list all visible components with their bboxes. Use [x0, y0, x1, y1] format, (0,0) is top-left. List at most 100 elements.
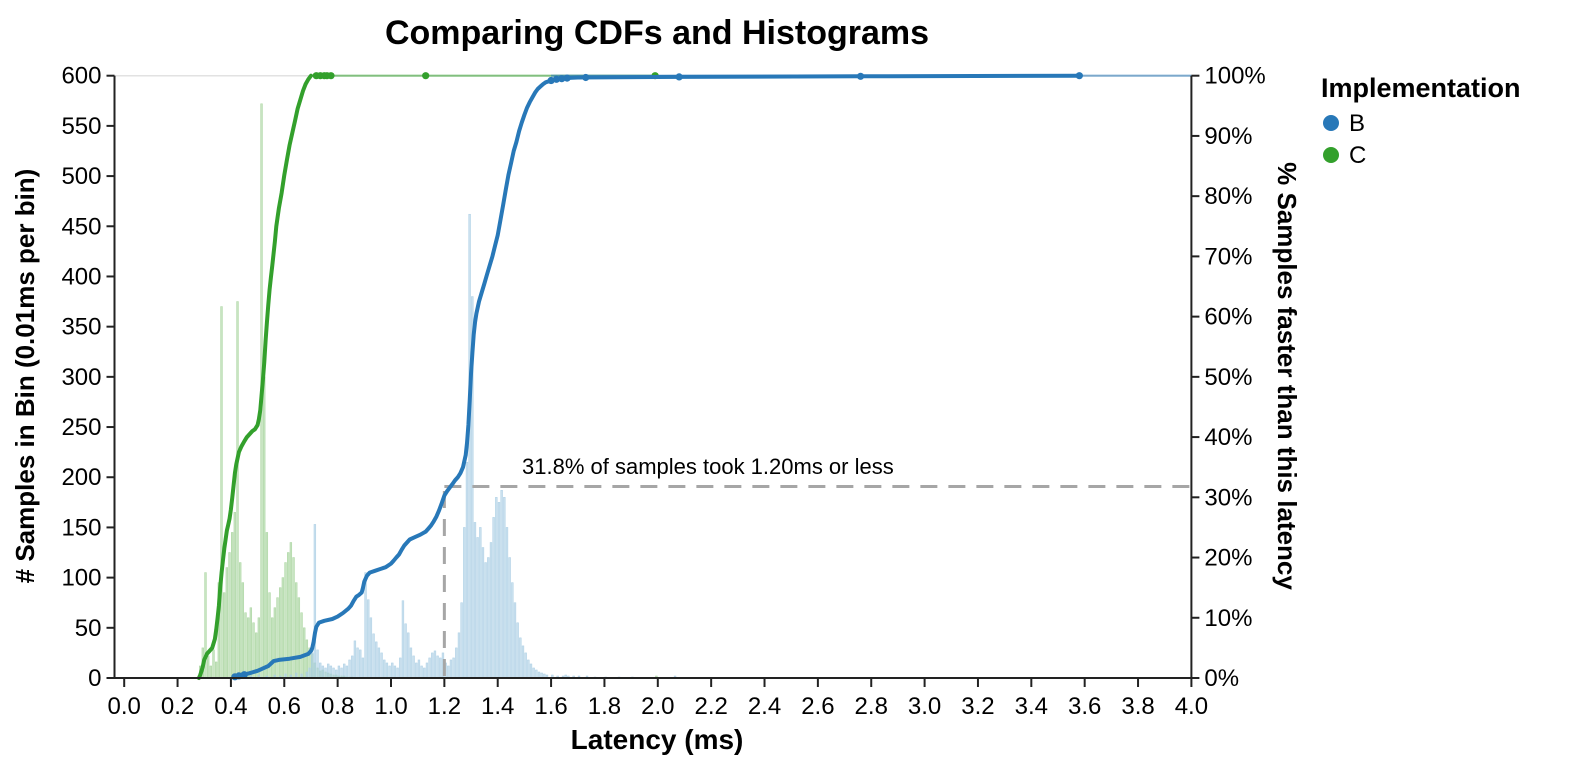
hist-bar-b — [476, 537, 479, 679]
hist-bar-b — [455, 647, 458, 679]
cdf-dot-b — [240, 671, 248, 679]
chart-title: Comparing CDFs and Histograms — [385, 14, 929, 52]
hist-bar-b — [465, 461, 469, 679]
y-left-tick-label: 100 — [61, 565, 101, 592]
hist-bar-b — [484, 562, 487, 679]
legend-label-b: B — [1349, 110, 1365, 137]
cdf-dot-b — [552, 75, 561, 83]
hist-bar-c — [212, 649, 215, 679]
hist-bar-b — [372, 633, 375, 679]
y-right-tick-label: 80% — [1204, 183, 1252, 210]
hist-bar-c — [209, 665, 212, 679]
hist-bar-b — [412, 655, 415, 679]
x-tick-label: 0.4 — [214, 693, 247, 720]
hist-bar-c — [271, 617, 274, 679]
hist-bar-b — [393, 665, 397, 679]
hist-bar-c — [273, 607, 277, 679]
legend-swatch-c — [1323, 147, 1339, 163]
x-tick-label: 3.4 — [1015, 693, 1048, 720]
hist-bar-c — [225, 567, 229, 679]
hist-bar-b — [495, 497, 498, 679]
hist-bar-c — [223, 592, 226, 679]
hist-bar-b — [348, 659, 351, 679]
hist-bar-c — [281, 577, 285, 679]
x-tick-label: 1.6 — [534, 693, 567, 720]
y-right-tick-label: 60% — [1204, 304, 1252, 331]
hist-bar-b — [340, 667, 343, 679]
hist-bar-b — [487, 557, 490, 679]
hist-bar-b — [361, 657, 365, 679]
y-right-axis-title: % Samples faster than this latency — [1272, 162, 1302, 590]
hist-bar-c — [249, 607, 253, 679]
hist-bar-b — [521, 645, 525, 679]
y-left-tick-label: 500 — [61, 163, 101, 190]
hist-bar-c — [220, 306, 223, 679]
hist-bar-b — [508, 557, 511, 679]
hist-bar-b — [364, 572, 367, 679]
x-tick-label: 2.2 — [694, 693, 727, 720]
hist-bar-b — [383, 659, 386, 679]
hist-bar-b — [385, 662, 389, 679]
hist-bar-b — [377, 647, 381, 679]
y-left-tick-label: 50 — [75, 615, 102, 642]
hist-bar-b — [407, 632, 410, 679]
hist-bar-b — [535, 669, 538, 679]
hist-bar-b — [524, 652, 527, 679]
y-right-tick-label: 50% — [1204, 364, 1252, 391]
hist-bar-b — [433, 650, 437, 679]
x-tick-label: 3.2 — [961, 693, 994, 720]
hist-bar-b — [391, 662, 394, 679]
y-right-tick-label: 70% — [1204, 243, 1252, 270]
hist-bar-b — [527, 659, 530, 679]
hist-bar-b — [343, 663, 346, 679]
hist-bar-b — [327, 663, 330, 679]
hist-bar-c — [231, 532, 234, 679]
hist-bar-b — [345, 665, 349, 679]
hist-bar-b — [316, 649, 319, 679]
legend-title: Implementation — [1321, 73, 1521, 103]
hist-bar-c — [263, 376, 266, 679]
y-left-tick-label: 150 — [61, 514, 101, 541]
hist-bar-b — [423, 667, 426, 679]
cdf-line-b — [231, 73, 1082, 679]
hist-bar-b — [329, 665, 333, 679]
y-left-tick-label: 250 — [61, 414, 101, 441]
annotation-label: 31.8% of samples took 1.20ms or less — [522, 454, 894, 479]
y-left-tick-label: 400 — [61, 263, 101, 290]
hist-bar-b — [431, 652, 434, 679]
hist-bar-b — [492, 517, 495, 679]
hist-bar-c — [244, 612, 247, 679]
hist-bar-b — [447, 665, 450, 679]
hist-bar-b — [409, 647, 413, 679]
hist-bar-b — [321, 665, 325, 679]
hist-bar-b — [375, 641, 378, 679]
hist-bar-c — [233, 512, 237, 679]
x-tick-label: 3.8 — [1121, 693, 1154, 720]
x-tick-label: 0.0 — [108, 693, 141, 720]
x-tick-label: 0.2 — [161, 693, 194, 720]
cdf-dot-c — [422, 72, 430, 80]
legend-swatch-b — [1323, 115, 1339, 131]
hist-bar-b — [468, 213, 471, 679]
hist-bar-b — [356, 647, 359, 679]
hist-bar-c — [252, 622, 255, 679]
hist-bar-b — [428, 657, 431, 679]
hist-bar-b — [473, 522, 477, 679]
cdf-dot-b — [856, 72, 865, 80]
hist-bar-b — [457, 632, 461, 679]
y-left-tick-label: 0 — [88, 665, 101, 692]
hist-bar-b — [420, 665, 423, 679]
hist-bar-c — [207, 655, 210, 679]
hist-bar-b — [500, 490, 503, 679]
hist-bar-c — [279, 587, 282, 679]
cdf-dot-b — [558, 75, 566, 83]
hist-bar-b — [481, 547, 485, 679]
hist-bar-b — [519, 637, 522, 679]
hist-bar-b — [505, 527, 509, 679]
hist-bar-b — [513, 602, 517, 679]
hist-bar-b — [380, 652, 383, 679]
hist-bar-b — [335, 669, 338, 679]
hist-bar-b — [489, 542, 493, 679]
x-tick-label: 3.6 — [1068, 693, 1101, 720]
hist-bar-c — [228, 552, 231, 679]
